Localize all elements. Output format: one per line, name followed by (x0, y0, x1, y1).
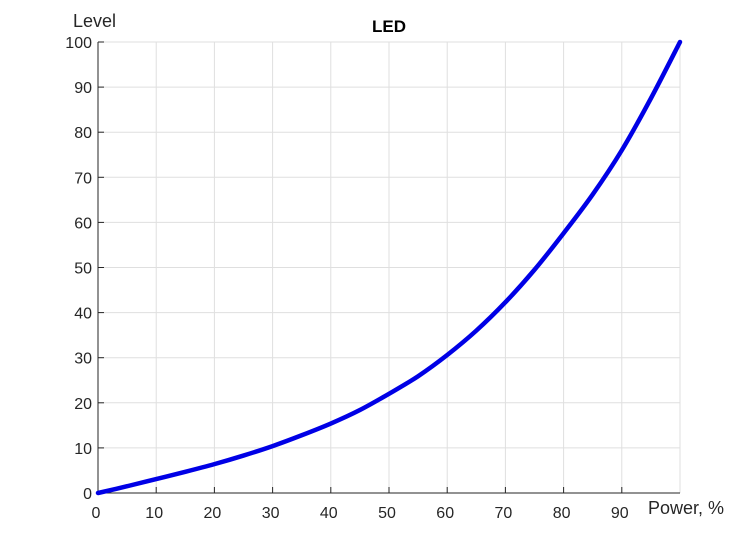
series-line (95, 39, 683, 496)
chart-title: LED (372, 17, 406, 36)
y-tick-label: 100 (65, 35, 92, 52)
y-tick-label: 40 (74, 306, 92, 323)
y-tick-label: 80 (74, 125, 92, 142)
y-tick-label: 60 (74, 215, 92, 232)
x-tick-label: 30 (262, 505, 280, 522)
x-tick-label: 40 (320, 505, 338, 522)
grid (98, 41, 681, 493)
x-tick-label: 0 (92, 505, 101, 522)
x-axis-label: Power, % (648, 498, 724, 518)
x-tick-label: 60 (436, 505, 454, 522)
axes (97, 41, 680, 494)
y-tick-label: 20 (74, 396, 92, 413)
x-tick-label: 10 (145, 505, 163, 522)
x-tick-label: 20 (204, 505, 222, 522)
y-tick-label: 30 (74, 351, 92, 368)
y-tick-label: 90 (74, 80, 92, 97)
x-tick-label: 50 (378, 505, 396, 522)
x-tick-label: 70 (495, 505, 513, 522)
series-layer (95, 39, 683, 496)
y-axis-label: Level (73, 11, 116, 31)
y-tick-label: 10 (74, 441, 92, 458)
tick-labels: 0 10 20 30 40 50 60 70 80 90 0 10 20 30 40 50 60 70 80 90 10… (65, 35, 629, 522)
y-tick-label: 50 (74, 261, 92, 278)
y-tick-label: 0 (83, 486, 92, 503)
x-tick-label: 80 (553, 505, 571, 522)
x-tick-label: 90 (611, 505, 629, 522)
y-tick-label: 70 (74, 170, 92, 187)
